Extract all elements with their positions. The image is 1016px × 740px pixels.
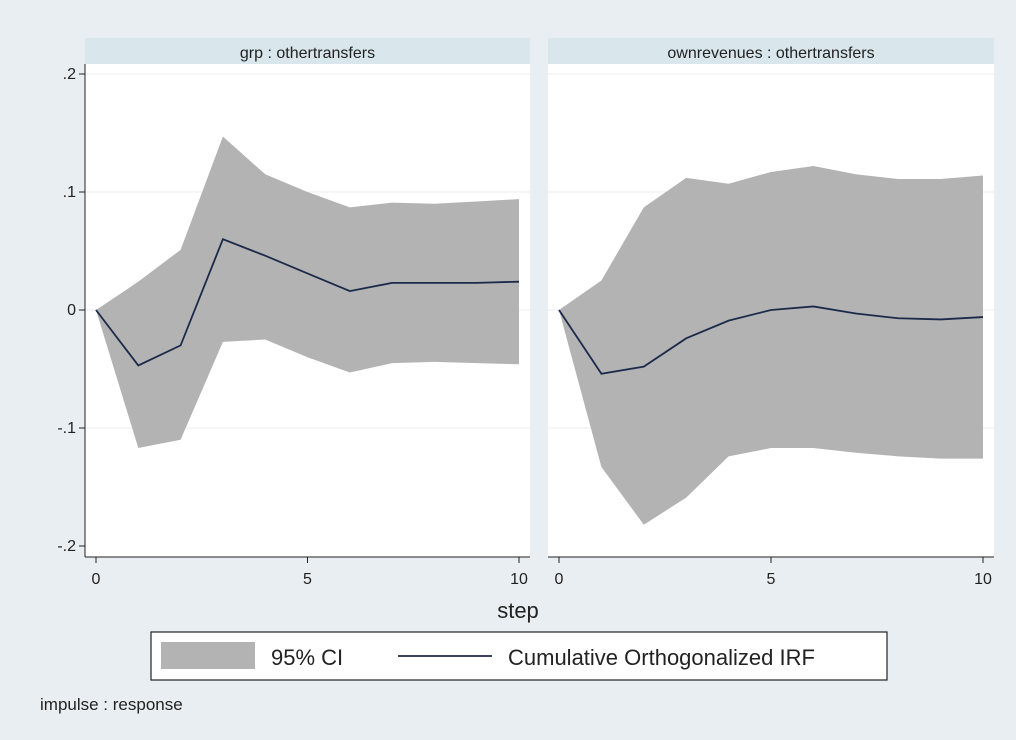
x-tick-label: 0: [555, 571, 564, 588]
ci-band: [96, 136, 519, 449]
figure-note: impulse : response: [40, 695, 183, 714]
y-tick-label: .2: [63, 66, 76, 83]
x-tick-label: 10: [974, 571, 992, 588]
panel-header: [548, 38, 994, 64]
x-tick-label: 5: [767, 571, 776, 588]
x-tick-label: 10: [510, 571, 528, 588]
legend-ci-label: 95% CI: [271, 645, 343, 670]
ci-band: [559, 166, 983, 525]
y-tick-label: 0: [67, 302, 76, 319]
y-tick-label: -.1: [57, 420, 76, 437]
x-tick-label: 0: [92, 571, 101, 588]
panel-title: grp : othertransfers: [240, 45, 375, 62]
irf-line: [558, 305, 984, 375]
x-tick-label: 5: [303, 571, 312, 588]
y-tick-label: .1: [63, 184, 76, 201]
legend-ci-swatch: [161, 642, 255, 669]
panel-title: ownrevenues : othertransfers: [667, 45, 874, 62]
y-tick-label: -.2: [57, 538, 76, 555]
legend-line-label: Cumulative Orthogonalized IRF: [508, 645, 815, 670]
irf-line: [95, 238, 520, 367]
panel-header: [85, 38, 530, 64]
panel-2: ownrevenues : othertransfers 0 5 10: [548, 38, 994, 588]
legend: 95% CI Cumulative Orthogonalized IRF: [150, 631, 888, 681]
x-axis-label: step: [497, 598, 539, 623]
legend-box: [150, 631, 888, 681]
panel-1: grp : othertransfers 0 5 10 -.2 -.1 0 .1 .2: [57, 38, 530, 588]
panels: grp : othertransfers 0 5 10 -.2 -.1 0 .1 .2 ownre…: [57, 38, 994, 588]
